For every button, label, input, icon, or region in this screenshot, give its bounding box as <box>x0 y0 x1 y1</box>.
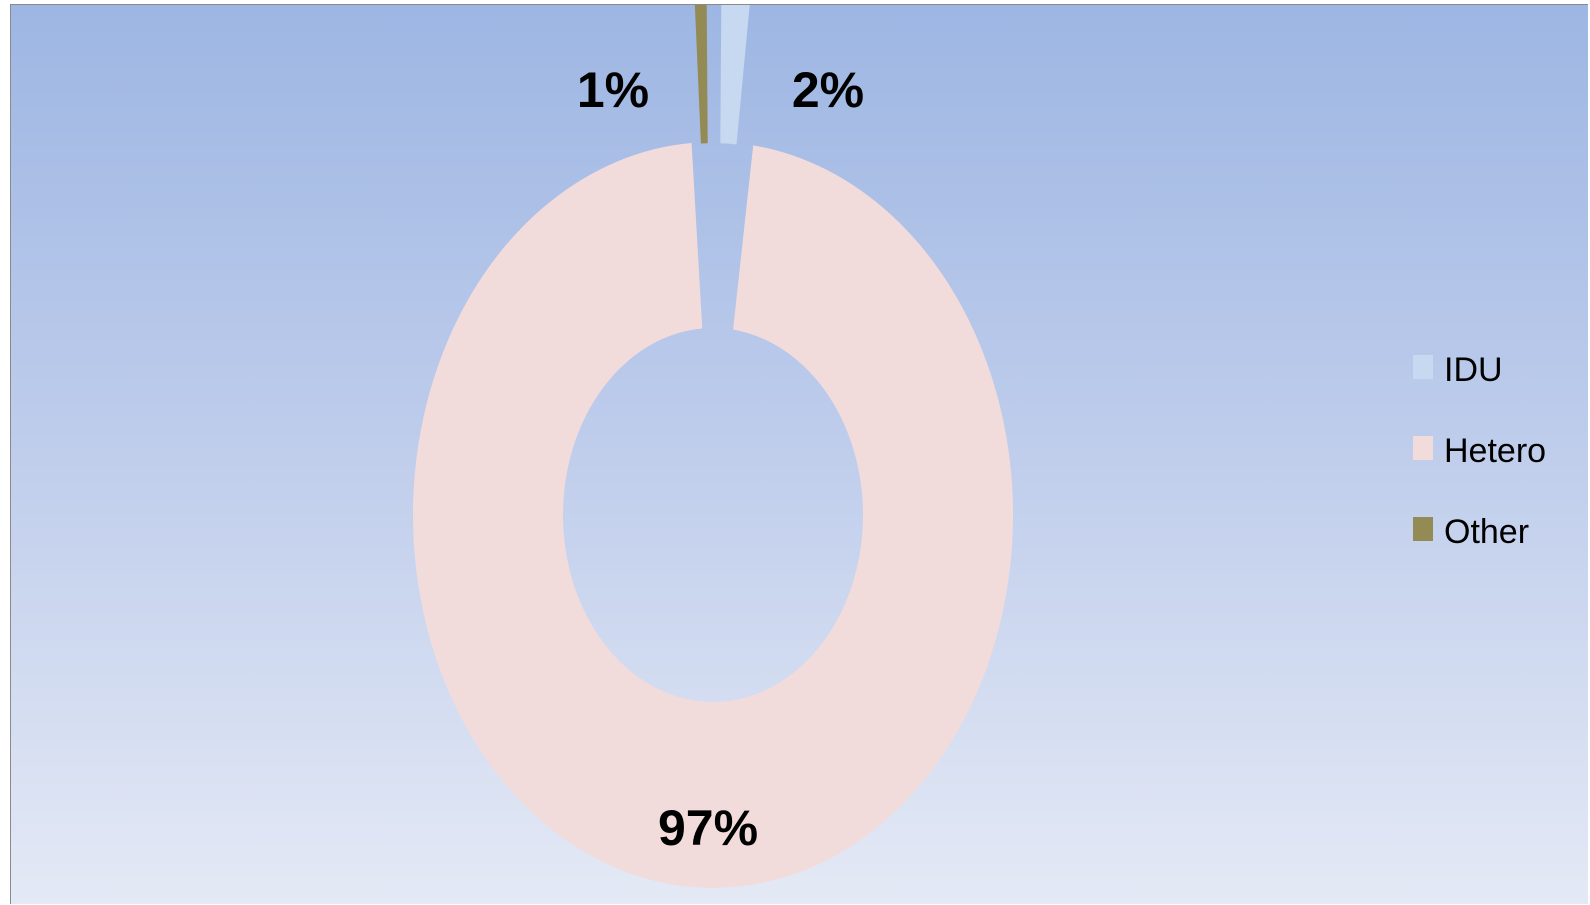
legend-swatch-idu <box>1413 355 1433 379</box>
chart-slices <box>413 5 1013 888</box>
legend-label-hetero: Hetero <box>1444 432 1546 470</box>
value-label-other: 1% <box>577 62 649 118</box>
chart-value-labels: 2% 97% 1% <box>577 62 864 856</box>
legend-label-idu: IDU <box>1444 351 1503 389</box>
legend-label-other: Other <box>1444 513 1529 551</box>
value-label-idu: 2% <box>792 62 864 118</box>
slice-idu <box>720 5 750 145</box>
legend-swatch-hetero <box>1413 436 1433 460</box>
slice-other <box>694 5 708 144</box>
chart-legend: IDU Hetero Other <box>1413 351 1546 551</box>
value-label-hetero: 97% <box>658 800 758 856</box>
slice-hetero <box>413 142 1013 888</box>
chart-area: 2% 97% 1% IDU Hetero Other <box>10 4 1588 904</box>
doughnut-chart: 2% 97% 1% IDU Hetero Other <box>413 5 1546 888</box>
legend-swatch-other <box>1413 517 1433 541</box>
